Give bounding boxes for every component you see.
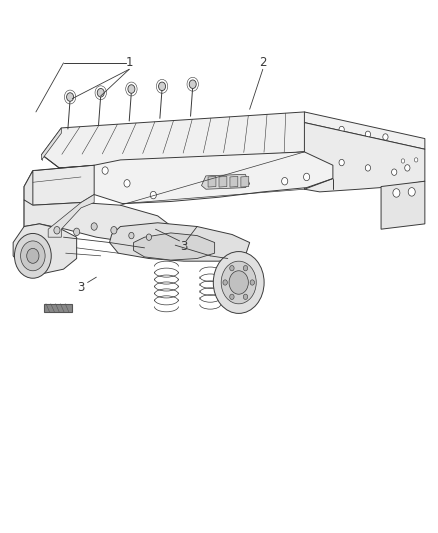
Polygon shape [304, 123, 425, 192]
Circle shape [365, 131, 371, 138]
Polygon shape [201, 174, 250, 189]
Circle shape [213, 252, 264, 313]
Circle shape [128, 85, 135, 93]
Text: 2: 2 [259, 56, 267, 69]
Polygon shape [110, 223, 250, 261]
Polygon shape [42, 128, 61, 160]
Circle shape [393, 189, 400, 197]
Circle shape [229, 271, 248, 294]
Circle shape [304, 173, 310, 181]
Circle shape [159, 82, 166, 91]
Circle shape [408, 188, 415, 196]
Circle shape [230, 265, 234, 271]
Polygon shape [134, 233, 215, 260]
Circle shape [401, 159, 405, 163]
Circle shape [383, 134, 388, 140]
Polygon shape [381, 181, 425, 229]
Polygon shape [24, 165, 94, 205]
Circle shape [27, 248, 39, 263]
Circle shape [414, 158, 418, 162]
Polygon shape [304, 112, 425, 149]
Circle shape [74, 228, 80, 236]
Circle shape [339, 126, 344, 133]
Circle shape [221, 261, 256, 304]
Polygon shape [81, 152, 333, 204]
Polygon shape [44, 304, 72, 312]
Circle shape [230, 294, 234, 300]
Polygon shape [24, 200, 175, 243]
Text: 1: 1 [125, 56, 133, 69]
Circle shape [124, 180, 130, 187]
Circle shape [339, 159, 344, 166]
Circle shape [223, 280, 227, 285]
Polygon shape [241, 176, 249, 187]
Circle shape [250, 280, 254, 285]
Circle shape [244, 294, 248, 300]
Polygon shape [24, 171, 33, 237]
Polygon shape [48, 195, 94, 237]
Polygon shape [13, 224, 77, 273]
Circle shape [150, 191, 156, 199]
Polygon shape [230, 176, 238, 187]
Polygon shape [42, 112, 331, 168]
Circle shape [111, 227, 117, 234]
Circle shape [282, 177, 288, 185]
Circle shape [14, 233, 51, 278]
Circle shape [54, 227, 60, 234]
Circle shape [129, 232, 134, 239]
Text: 3: 3 [78, 281, 85, 294]
Circle shape [97, 88, 104, 97]
Circle shape [91, 223, 97, 230]
Polygon shape [208, 176, 216, 187]
Circle shape [67, 93, 74, 101]
Polygon shape [219, 176, 227, 187]
Circle shape [102, 167, 108, 174]
Circle shape [244, 265, 248, 271]
Circle shape [392, 169, 397, 175]
Circle shape [405, 165, 410, 171]
Circle shape [189, 80, 196, 88]
Circle shape [146, 234, 152, 240]
Circle shape [365, 165, 371, 171]
Text: 3: 3 [180, 240, 187, 253]
Circle shape [21, 241, 45, 271]
